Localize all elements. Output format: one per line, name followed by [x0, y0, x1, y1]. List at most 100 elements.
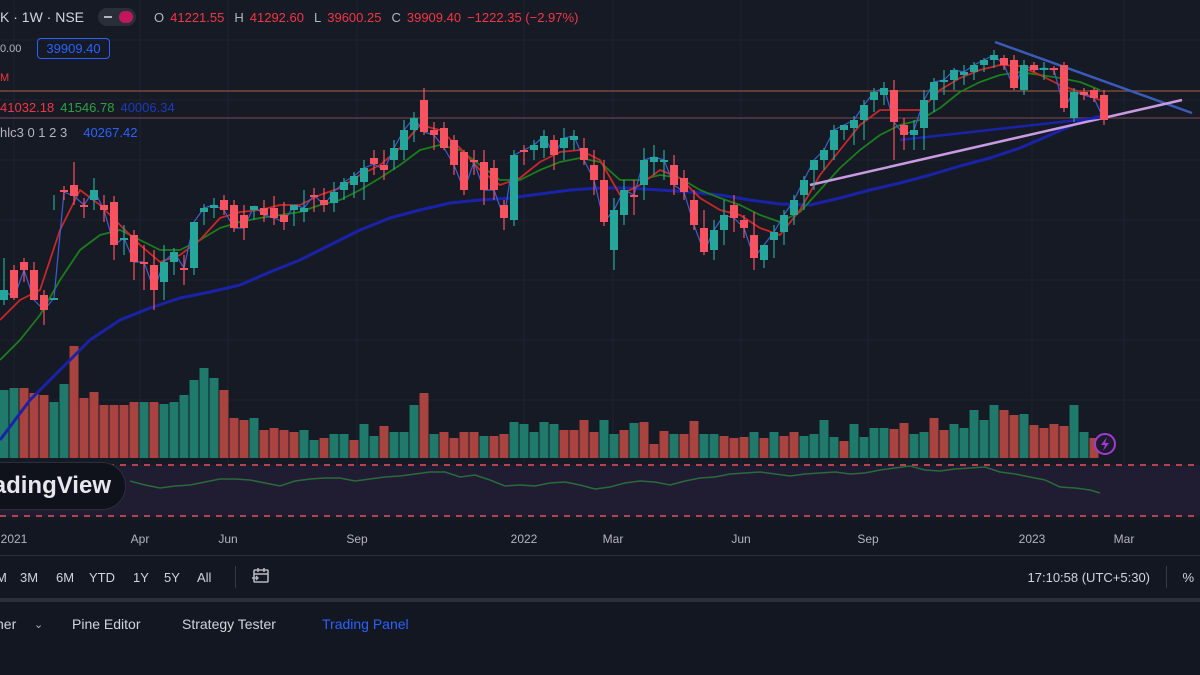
calendar-goto-icon[interactable] [252, 568, 270, 584]
candle-down [630, 195, 638, 197]
range-button-ytd[interactable]: YTD [89, 570, 115, 585]
range-button-1m[interactable]: M [0, 570, 7, 585]
volume-bar [389, 432, 399, 458]
volume-bar [469, 432, 479, 458]
volume-bar [559, 430, 569, 458]
candle-down [1000, 58, 1008, 65]
change-value: −1222.35 (−2.97%) [467, 9, 579, 25]
candle-up [990, 55, 998, 60]
volume-bar [319, 438, 329, 458]
candle-down [230, 205, 238, 228]
candle-up [290, 205, 298, 210]
candle-down [430, 130, 438, 135]
candle-down [240, 215, 248, 228]
volume-bar [549, 424, 559, 458]
candle-up [660, 160, 668, 162]
candle-up [840, 125, 848, 130]
candle-up [760, 245, 768, 260]
record-icon [119, 11, 134, 23]
candle-up [170, 252, 178, 262]
ma-indicator-label[interactable]: M [0, 72, 9, 84]
candle-up [610, 210, 618, 250]
open-label: O [154, 9, 165, 25]
tradingview-watermark[interactable]: adingView [0, 462, 126, 510]
candle-down [20, 262, 28, 270]
volume-bar [329, 434, 339, 458]
volume-bar [209, 378, 219, 458]
volume-bar [579, 420, 589, 458]
price-input-row: 0.00 39909.40 [0, 38, 110, 59]
volume-bar [29, 393, 39, 458]
ma-blue-line [0, 114, 1101, 441]
tab-stock-screener[interactable]: ner [0, 616, 17, 632]
high-value: 41292.60 [249, 9, 304, 25]
candle-up [710, 230, 718, 250]
tab-trading-panel[interactable]: Trading Panel [322, 616, 409, 632]
volume-bar [19, 388, 29, 458]
range-button-3m[interactable]: 3M [20, 570, 39, 585]
candle-up [650, 157, 658, 162]
volume-bar [609, 434, 619, 458]
volume-bar [879, 428, 889, 458]
volume-bar [699, 434, 709, 458]
volume-bar [689, 421, 699, 458]
hlc3-value: 40267.42 [83, 125, 138, 140]
candle-down [40, 295, 48, 310]
volume-bar [1039, 428, 1049, 458]
volume-bar [149, 402, 159, 458]
hlc3-label: hlc3 0 1 2 3 [0, 125, 68, 140]
candle-down [70, 185, 78, 196]
tab-strategy-tester[interactable]: Strategy Tester [182, 616, 276, 632]
range-button-5y[interactable]: 5Y [164, 570, 180, 585]
percent-toggle[interactable]: % [1182, 570, 1194, 585]
range-button-6m[interactable]: 6M [56, 570, 75, 585]
range-button-1y[interactable]: 1Y [133, 570, 149, 585]
candle-up [880, 88, 888, 95]
price-chart-canvas[interactable] [0, 0, 1200, 520]
candle-up [0, 290, 8, 300]
lightning-bolt-icon[interactable] [1094, 433, 1116, 455]
market-status-toggle[interactable] [98, 8, 137, 26]
candle-up [790, 200, 798, 215]
range-button-all[interactable]: All [197, 570, 212, 585]
candle-up [860, 105, 868, 120]
ma-green-value: 41546.78 [60, 100, 115, 115]
volume-bar [929, 418, 939, 458]
volume-bar [679, 434, 689, 458]
volume-bar [459, 432, 469, 458]
time-axis[interactable]: 2021 Apr Jun Sep 2022 Mar Jun Sep 2023 Mar [0, 520, 1200, 552]
spread-value: 0.00 [0, 42, 22, 55]
volume-bar [349, 440, 359, 458]
volume-bar [969, 410, 979, 458]
tab-pine-editor[interactable]: Pine Editor [72, 616, 141, 632]
candle-down [500, 205, 508, 218]
candle-down [1090, 90, 1098, 98]
volume-bar [589, 432, 599, 458]
oscillator-line [129, 465, 1101, 494]
volume-bar [719, 436, 729, 458]
divider [235, 566, 236, 588]
volume-bar [739, 437, 749, 458]
timezone-clock[interactable]: 17:10:58 (UTC+5:30) [1027, 570, 1150, 585]
volume-bar [749, 432, 759, 458]
close-label: C [391, 9, 401, 25]
candle-down [1050, 68, 1058, 70]
candle-down [450, 140, 458, 165]
candle-down [100, 205, 108, 210]
price-box[interactable]: 39909.40 [37, 38, 110, 59]
bottom-panel-tabs: ner ⌄ Pine Editor Strategy Tester Tradin… [0, 598, 1200, 649]
chart-area[interactable]: K · 1W · NSE O 41221.55 H 41292.60 L 39600.… [0, 0, 1200, 520]
volume-bar [79, 398, 89, 458]
volume-bar [1009, 415, 1019, 458]
volume-bar [69, 346, 79, 458]
volume-bar [629, 423, 639, 458]
candle-up [390, 148, 398, 160]
candle-up [540, 136, 548, 148]
candle-down [60, 190, 68, 192]
chevron-down-icon[interactable]: ⌄ [34, 619, 44, 631]
hlc3-indicator-row[interactable]: hlc3 0 1 2 3 40267.42 [0, 125, 137, 140]
candle-up [820, 150, 828, 160]
symbol-interval[interactable]: K · 1W · NSE [0, 9, 85, 25]
time-axis-label: Sep [346, 532, 368, 546]
candle-down [420, 100, 428, 132]
